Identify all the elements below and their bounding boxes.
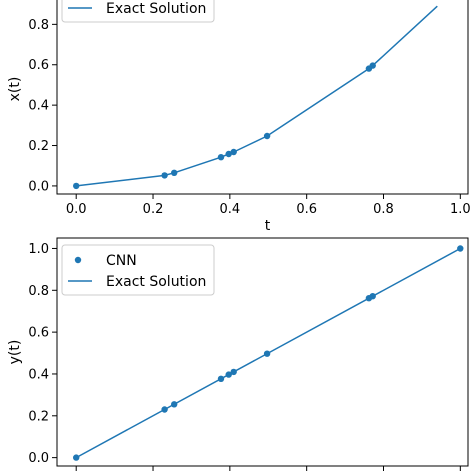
x-axis-label: t xyxy=(265,218,271,234)
legend: CNN Exact Solution xyxy=(61,244,215,296)
x-tick-label: 0.6 xyxy=(296,202,317,217)
x-tick-label: 1.0 xyxy=(450,202,471,217)
y-tick-label: 0.4 xyxy=(28,99,49,114)
x-tick-label: 0.4 xyxy=(220,202,241,217)
data-layer xyxy=(73,245,464,461)
y-tick-label: 0.2 xyxy=(28,409,49,424)
x-tick-label: 0.2 xyxy=(143,202,164,217)
plot-frame xyxy=(56,237,469,467)
y-tick-label: 0.2 xyxy=(28,139,49,154)
plot-frame xyxy=(56,0,469,195)
legend-label: CNN xyxy=(106,253,137,269)
y-tick-label: 0.4 xyxy=(28,367,49,382)
y-tick-label: 1.0 xyxy=(28,242,49,257)
y-tick-label: 0.8 xyxy=(28,18,49,33)
series-line-exact-solution xyxy=(76,5,438,187)
y-axis-label: y(t) xyxy=(7,340,23,365)
series-line-exact-solution xyxy=(75,247,461,459)
legend-label: Exact Solution xyxy=(106,274,206,290)
legend: Exact Solution xyxy=(61,0,215,23)
y-tick-label: 0.6 xyxy=(28,326,49,341)
y-tick-label: 0.0 xyxy=(28,451,49,466)
y-axis-label: x(t) xyxy=(7,77,23,102)
y-tick-label: 0.0 xyxy=(28,179,49,194)
legend-box xyxy=(61,244,215,296)
y-tick-label: 0.6 xyxy=(28,58,49,73)
legend-marker-cnn xyxy=(74,256,82,264)
legend-box xyxy=(61,0,215,23)
y-tick-label: 0.8 xyxy=(28,284,49,299)
x-tick-label: 0.8 xyxy=(373,202,394,217)
x-tick-label: 0.0 xyxy=(66,202,87,217)
chart-panel-2: 0.0 0.2 0.4 0.6 0.8 1.0 y(t) CNN Exact Solution xyxy=(7,237,469,471)
legend-label: Exact Solution xyxy=(106,1,206,17)
data-layer xyxy=(73,5,438,190)
chart-panel-1: 0.0 0.2 0.4 0.6 0.8 1.0 0.0 0.2 0.4 0.6 0.8 t x(t) Ex… xyxy=(7,0,471,234)
